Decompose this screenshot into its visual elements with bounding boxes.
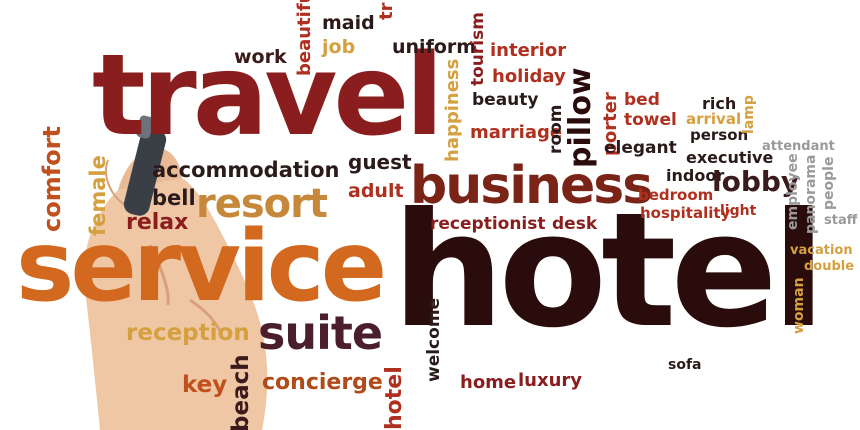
word-guest: guest (348, 150, 412, 174)
word-job: job (322, 36, 356, 58)
word-beach: beach (228, 354, 254, 430)
word-employee: employee (785, 153, 801, 230)
word-resort: resort (196, 181, 328, 227)
word-light: light (720, 203, 757, 219)
word-suite: suite (258, 306, 383, 360)
word-lobby: lobby (712, 165, 800, 198)
word-person: person (690, 126, 749, 144)
word-receptionist: receptionist (430, 214, 546, 234)
word-happiness: happiness (442, 58, 463, 162)
word-tourism: tourism (468, 12, 488, 86)
word-tr: tr (376, 2, 397, 20)
word-travel: travel (92, 31, 444, 161)
word-desk: desk (552, 214, 598, 234)
word-reception: reception (126, 320, 250, 346)
word-concierge: concierge (262, 370, 383, 395)
word-hotel: hotel (392, 179, 826, 363)
word-beautiful: beautiful (294, 0, 315, 76)
word-marriage: marriage (470, 122, 563, 143)
word-comfort: comfort (38, 126, 66, 232)
word-people: people (821, 156, 837, 210)
word-rich: rich (702, 94, 737, 113)
word-pillow: pillow (563, 67, 598, 168)
word-lamp: lamp (741, 95, 757, 134)
word-welcome: welcome (424, 297, 444, 382)
word-attendant: attendant (762, 139, 835, 154)
word-double: double (804, 259, 855, 274)
word-luxury: luxury (518, 370, 583, 391)
word-woman: woman (791, 277, 807, 334)
word-indoor: indoor (666, 166, 725, 185)
word-female: female (86, 155, 110, 236)
word-panorama: panorama (803, 154, 819, 234)
word-work: work (234, 46, 287, 68)
word-holiday: holiday (492, 66, 566, 87)
word-accommodation: accommodation (152, 158, 340, 182)
word-service: service (16, 210, 387, 324)
word-towel: towel (624, 110, 677, 130)
word-relax: relax (126, 210, 189, 235)
word-bell: bell (152, 186, 196, 210)
word-staff: staff (824, 213, 858, 228)
word-hotel-small: hotel (382, 366, 407, 430)
word-vacation: vacation (790, 243, 853, 258)
word-business: business (410, 156, 653, 216)
word-beauty: beauty (472, 90, 539, 110)
word-elegant: elegant (604, 138, 677, 158)
word-arrival: arrival (686, 110, 742, 128)
word-maid: maid (322, 12, 375, 34)
word-bedroom: bedroom (638, 186, 714, 204)
word-hospitality: hospitality (640, 204, 731, 222)
word-executive: executive (686, 148, 774, 167)
word-adult: adult (348, 180, 404, 202)
word-interior: interior (490, 40, 567, 61)
word-bed: bed (624, 90, 660, 110)
word-sofa: sofa (668, 357, 702, 373)
word-uniform: uniform (392, 36, 477, 58)
word-key: key (182, 372, 228, 398)
word-home: home (460, 372, 517, 393)
